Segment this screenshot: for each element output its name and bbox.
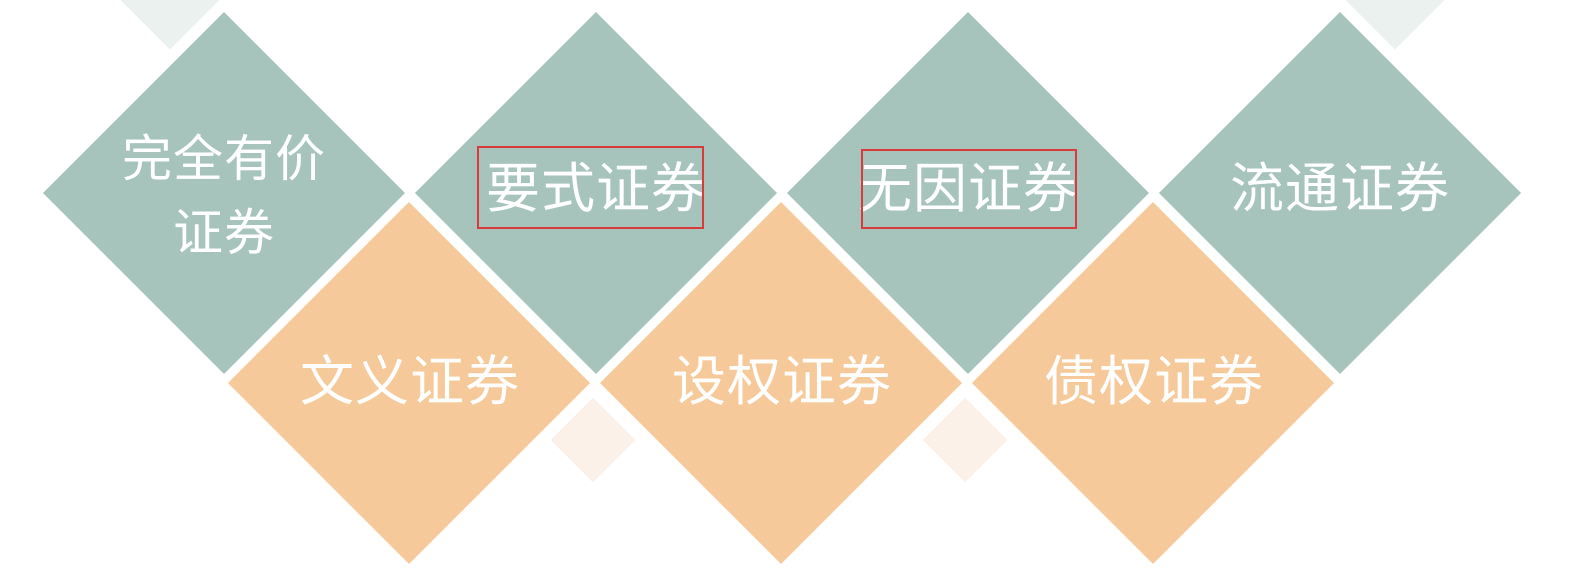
label-zhaiquan: 债权证券 bbox=[1044, 350, 1264, 413]
label-shequan: 设权证券 bbox=[672, 350, 892, 413]
label-wanquan-youjia: 完全有价 证券 bbox=[74, 122, 374, 270]
label-liutong: 流通证券 bbox=[1230, 157, 1450, 220]
label-wenyi: 文义证券 bbox=[300, 350, 520, 413]
ghost-diamond-bottom-1 bbox=[550, 397, 636, 483]
label-yaoshi: 要式证券 bbox=[486, 157, 706, 220]
label-wanquan-youjia-line1: 完全有价 bbox=[122, 130, 326, 188]
label-wuyin: 无因证券 bbox=[858, 157, 1078, 220]
label-wanquan-youjia-line2: 证券 bbox=[173, 204, 275, 262]
highlight-box-wuyin bbox=[861, 149, 1077, 229]
ghost-diamond-bottom-2 bbox=[922, 397, 1008, 483]
highlight-box-yaoshi bbox=[477, 146, 704, 229]
